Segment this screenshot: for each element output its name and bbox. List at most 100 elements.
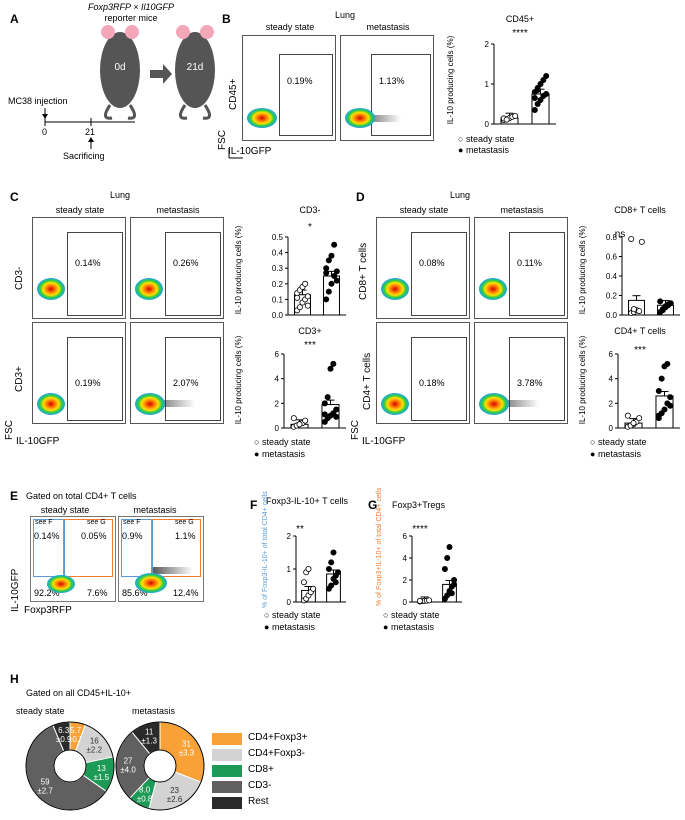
h-legend-label: CD3- <box>248 780 272 791</box>
donut-label: 23 <box>170 786 179 795</box>
d-pct: 3.78% <box>517 378 543 388</box>
data-point <box>333 406 340 413</box>
c-flow-metastasis-cd3neg: 0.26% <box>130 217 224 319</box>
h-legend-swatch <box>212 797 242 809</box>
e-col-steady: steady state <box>40 505 90 515</box>
b-chart-sig: **** <box>512 28 528 39</box>
y-tick-label: 1 <box>287 565 292 574</box>
donut-label: 27 <box>124 756 133 765</box>
d-bottom-bar-chart: 0 2 4 6 <box>609 350 680 433</box>
e-q-lr: 7.6% <box>87 588 108 598</box>
c-row-cd3pos: CD3+ <box>14 366 25 392</box>
e-q-ur: 1.1% <box>175 531 196 541</box>
donut-label: ±1.3 <box>141 736 157 745</box>
c-top-ylabel: IL-10 producing cells (%) <box>234 225 243 315</box>
y-tick-label: 0.1 <box>272 295 284 304</box>
donut-outline <box>115 721 205 811</box>
e-xaxis: Foxp3RFP <box>24 605 72 616</box>
panel-label-g: G <box>368 498 378 512</box>
b-flow-plot-metastasis: 1.13% <box>340 35 434 141</box>
data-point <box>290 415 297 422</box>
data-point <box>448 590 455 597</box>
data-point <box>636 308 643 315</box>
f-sig: ** <box>296 524 304 535</box>
y-tick-label: 0 <box>485 120 490 129</box>
c-pct: 0.14% <box>75 258 101 268</box>
data-point <box>325 257 332 264</box>
e-title: Gated on total CD4+ T cells <box>26 491 137 501</box>
donut-label: 13 <box>97 764 106 773</box>
c-pct: 0.26% <box>173 258 199 268</box>
f-ylabel: % of Foxp3-IL-10+ of total CD4+ cells <box>262 491 269 608</box>
data-point <box>323 296 330 303</box>
d-bottom-ylabel: IL-10 producing cells (%) <box>578 335 587 425</box>
mouse-strain-subtitle: reporter mice <box>104 13 158 23</box>
e-q-ur: 0.05% <box>81 531 107 541</box>
b-population <box>345 108 375 128</box>
h-donut-metastasis: 31±3.3 23±2.6 8.0±0.8 27±4.0 11±1.3 <box>115 721 205 811</box>
donut-label: ±2.7 <box>37 787 53 796</box>
y-tick-label: 2 <box>287 532 292 541</box>
y-tick-label: 4 <box>275 375 280 384</box>
b-organ-title: Lung <box>334 10 356 20</box>
data-point <box>667 402 674 409</box>
c-top-sig: * <box>308 222 312 233</box>
d-row-cd8: CD8+ T cells <box>358 242 369 300</box>
y-tick-label: 0 <box>275 424 280 433</box>
y-tick-label: 0.0 <box>272 311 284 320</box>
d-row-cd4: CD4+ T cells <box>362 352 373 410</box>
data-point <box>330 360 337 367</box>
data-point <box>543 91 550 98</box>
e-gate-foxp3neg <box>33 519 65 577</box>
data-point <box>324 394 331 401</box>
d-bottom-sig: *** <box>634 345 646 356</box>
data-point <box>331 273 338 280</box>
data-point <box>330 549 337 556</box>
h-legend-swatch <box>212 733 242 745</box>
h-legend-item: CD4+Foxp3- <box>212 748 322 762</box>
data-point <box>328 252 335 259</box>
donut-label: ±2.6 <box>167 795 183 804</box>
donut-label: ±3.3 <box>179 749 195 758</box>
y-tick-label: 0.0 <box>606 311 618 320</box>
f-bar-chart: 0 1 2 <box>287 532 346 607</box>
h-legend-swatch <box>212 781 242 793</box>
data-point <box>630 420 637 427</box>
b-flow-plot-steady: 0.19% <box>242 35 336 141</box>
h-legend-item: Rest <box>212 796 322 810</box>
e-col-metastasis: metastasis <box>133 505 177 515</box>
data-point <box>628 235 635 242</box>
c-pct: 2.07% <box>173 378 199 388</box>
h-legend-label: CD8+ <box>248 764 274 775</box>
data-point <box>441 566 448 573</box>
h-donut-steady: 5.7±0.7 16±2.2 13±1.5 59±2.7 6.3±0.9 <box>25 721 115 811</box>
y-tick-label: 0.5 <box>272 233 284 242</box>
y-tick-label: 6 <box>403 532 408 541</box>
donut-label: ±0.9 <box>56 735 72 744</box>
c-top-bar-chart: 0.0 0.1 0.2 0.3 0.4 0.5 <box>272 233 346 320</box>
h-legend-label: CD4+Foxp3+ <box>248 732 308 743</box>
f-legend-steady: ○ steady state <box>264 610 321 620</box>
data-point <box>657 298 664 305</box>
y-tick-label: 2 <box>609 399 614 408</box>
h-legend-item: CD4+Foxp3+ <box>212 732 322 746</box>
e-flow-steady: see F see G 0.14% 0.05% 92.2% 7.6% <box>30 516 116 602</box>
data-point <box>534 87 541 94</box>
y-tick-label: 4 <box>609 375 614 384</box>
donut-label: ±2.2 <box>87 746 103 755</box>
data-point <box>416 597 423 604</box>
data-point <box>446 543 453 550</box>
data-point <box>296 304 303 311</box>
data-point <box>332 579 339 586</box>
y-tick-label: 6 <box>609 350 614 359</box>
d-pct: 0.11% <box>517 258 542 268</box>
donut-label: 16 <box>90 737 99 746</box>
b-bar-chart: 0 1 2 <box>485 40 556 129</box>
data-point <box>665 301 672 308</box>
data-point <box>534 101 541 108</box>
y-tick-label: 0.4 <box>272 249 284 258</box>
e-see-g: see G <box>175 519 194 526</box>
data-point <box>655 388 662 395</box>
d-flow-steady-cd4: 0.18% <box>376 322 470 424</box>
e-q-ul: 0.9% <box>122 531 143 541</box>
